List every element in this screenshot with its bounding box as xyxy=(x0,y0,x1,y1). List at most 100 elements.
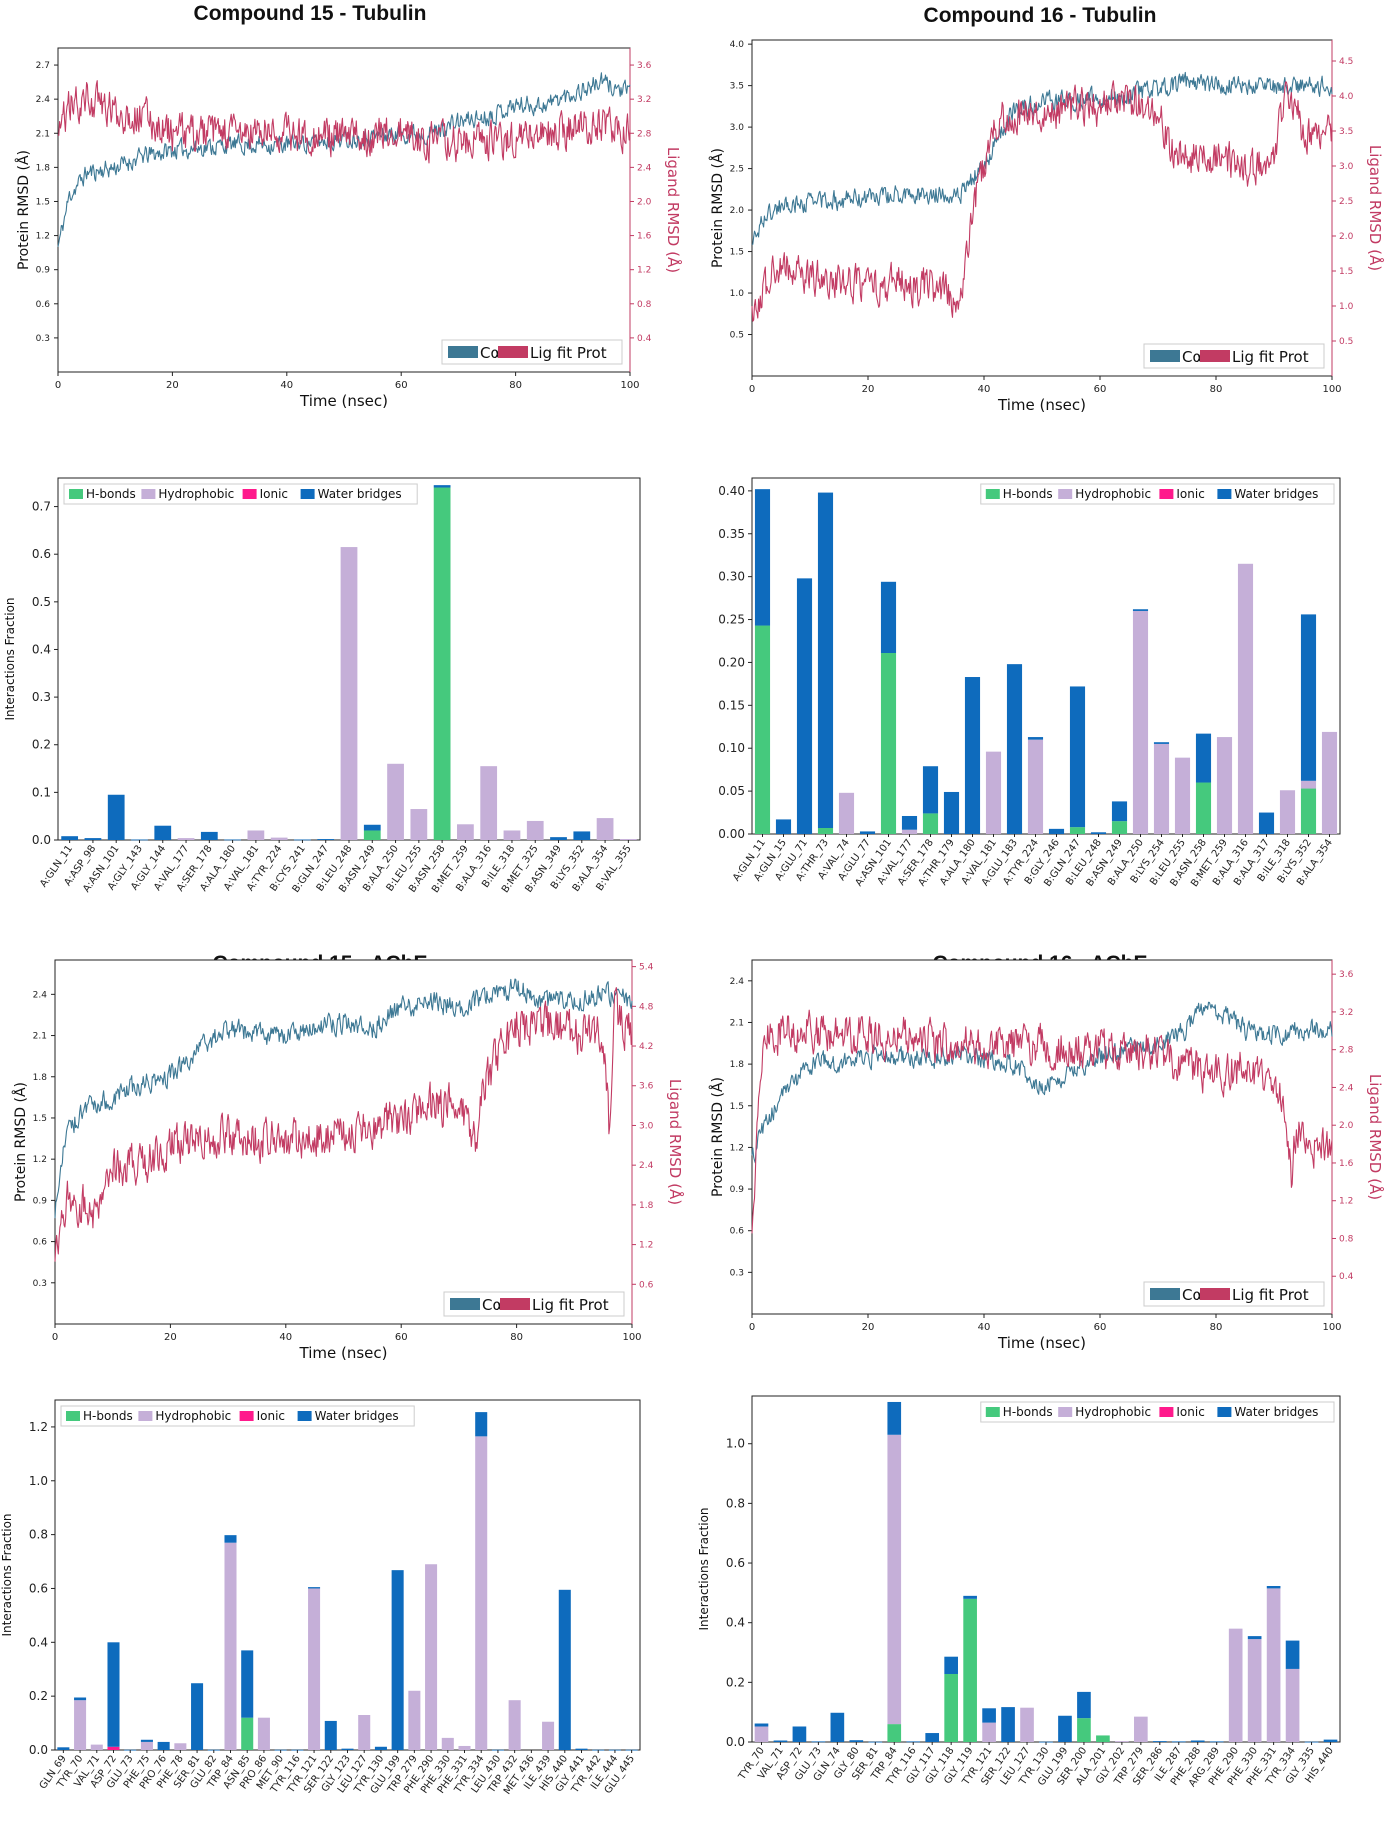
bar-hydrophobic-b-lys-352 xyxy=(1300,780,1317,789)
bar-water-bridges-a-asp-98 xyxy=(84,838,102,840)
bar-hydrophobic-b-ala-250 xyxy=(387,763,404,840)
bar-hydrophobic-b-ala-354 xyxy=(1321,731,1338,834)
legend-label-lig: Lig fit Prot xyxy=(530,344,607,362)
bar-water-bridges-val-71 xyxy=(773,1740,788,1742)
plot-frame xyxy=(751,39,1333,377)
y2-tick-label: 2.4 xyxy=(1339,1083,1354,1093)
interactions-chart-a15: 0.0 0.2 0.4 0.6 0.8 1.0 1.2 Interactions Fracti… xyxy=(0,1399,641,1797)
rmsd-chart-t15: 0 20 40 60 80 100 0.3 0.6 0.9 1.2 1.5 1.8 2.1 2.4 2.7 0… xyxy=(15,47,683,410)
y2-tick-label: 2.5 xyxy=(1339,197,1353,207)
y2-tick-label: 2.0 xyxy=(1339,1121,1354,1131)
y-tick-label: 0.4 xyxy=(29,1635,48,1649)
y-tick-label: 0.0 xyxy=(726,1735,745,1749)
series-line-c xyxy=(751,1001,1333,1164)
legend-swatch-ca xyxy=(448,346,478,358)
legend-swatch-h-bonds xyxy=(985,489,1000,499)
bar-hydrophobic-b-met-325 xyxy=(526,820,544,840)
bar-hydrophobic-leu-127 xyxy=(358,1715,371,1750)
bar-h-bonds-gly-119 xyxy=(963,1598,977,1742)
bar-water-bridges-tyr-130 xyxy=(374,1746,387,1750)
y2-tick-label: 1.6 xyxy=(1339,1159,1354,1169)
interactions-chart-t16: 0.000.050.100.150.200.250.300.350.40A:GL… xyxy=(718,477,1341,889)
y-axis-label: Protein RMSD (Å) xyxy=(15,150,32,270)
y2-tick-label: 3.6 xyxy=(639,1082,654,1092)
rmsd-chart-t16: 0 20 40 60 80 100 0.5 1.0 1.5 2.0 2.5 3.0 3.5 4.0 0.5 1… xyxy=(709,39,1385,414)
x-tick-label: 60 xyxy=(395,1332,408,1343)
bar-hydrophobic-tyr-70 xyxy=(754,1726,769,1742)
y-tick-label: 0.30 xyxy=(718,570,745,584)
x-tick-label: 0 xyxy=(52,1332,58,1343)
bar-water-bridges-tyr-116 xyxy=(906,1741,921,1743)
y-tick-label: 0.0 xyxy=(32,833,51,847)
y-tick-label: 0.15 xyxy=(718,698,745,712)
bar-h-bonds-b-asn-249 xyxy=(1111,821,1128,834)
bar-hydrophobic-a-val-181 xyxy=(985,751,1002,834)
y2-tick-label: 3.2 xyxy=(637,95,651,105)
legend-label-lig: Lig fit Prot xyxy=(1232,348,1309,366)
y2-tick-label: 4.0 xyxy=(1339,92,1354,102)
legend-swatch-water-bridges xyxy=(1217,489,1232,499)
legend-swatch-lig xyxy=(500,1298,530,1310)
rmsd-chart-a16: 0 20 40 60 80 100 0.3 0.6 0.9 1.2 1.5 1.8 2.1 2.4 0.4 0… xyxy=(709,959,1385,1352)
bar-water-bridges-a-gln-11 xyxy=(61,836,79,840)
y-tick-label: 2.1 xyxy=(33,1032,47,1042)
bar-h-bonds-gly-118 xyxy=(944,1673,958,1742)
bar-hydrophobic-a-val-177 xyxy=(901,829,918,834)
bar-hydrophobic-b-ala-316 xyxy=(480,766,498,840)
y-tick-label: 0.6 xyxy=(726,1556,745,1570)
y-tick-label: 0.2 xyxy=(29,1689,48,1703)
x-tick-label: 100 xyxy=(620,380,639,391)
y2-tick-label: 3.5 xyxy=(1339,127,1353,137)
y-tick-label: 0.25 xyxy=(718,613,745,627)
legend-swatch-h-bonds xyxy=(69,489,83,499)
legend-label-ionic: Ionic xyxy=(1176,487,1204,501)
legend-swatch-ionic xyxy=(1159,1407,1174,1417)
y2-tick-label: 5.4 xyxy=(639,963,654,973)
bar-water-bridges-b-asn-258 xyxy=(433,485,451,488)
y2-tick-label: 2.4 xyxy=(639,1161,654,1171)
bar-hydrophobic-b-val-355 xyxy=(619,839,637,840)
bar-hydrophobic-phe-331 xyxy=(458,1745,471,1750)
y-tick-label: 1.0 xyxy=(726,1437,745,1451)
legend-label-hydrophobic: Hydrophobic xyxy=(1075,1405,1151,1419)
bar-hydrophobic-a-tyr-224 xyxy=(270,837,288,840)
bar-h-bonds-ser-200 xyxy=(1077,1718,1091,1742)
y-tick-label: 0.05 xyxy=(718,784,745,798)
legend-label-lig: Lig fit Prot xyxy=(1232,1286,1309,1304)
bar-hydrophobic-tyr-121 xyxy=(982,1722,996,1742)
legend-swatch-ionic xyxy=(1159,489,1174,499)
legend-swatch-hydrophobic xyxy=(1058,1407,1073,1417)
y-tick-label: 2.4 xyxy=(36,95,51,105)
legend-swatch-water-bridges xyxy=(297,1411,312,1421)
bar-h-bonds-b-lys-352 xyxy=(1300,788,1317,834)
y-tick-label: 0.0 xyxy=(29,1743,48,1757)
bar-hydrophobic-phe-331 xyxy=(1266,1588,1281,1742)
y-tick-label: 1.8 xyxy=(33,1073,48,1083)
bar-water-bridges-glu-73 xyxy=(811,1741,826,1743)
bar-water-bridges-b-asn-349 xyxy=(550,837,567,840)
x-tick-label: 80 xyxy=(1210,384,1223,395)
bar-hydrophobic-phe-290 xyxy=(1228,1628,1243,1742)
y-tick-label: 0.8 xyxy=(29,1528,48,1542)
y-axis-label: Interactions Fraction xyxy=(0,1513,14,1636)
bar-water-bridges-a-gln-11 xyxy=(754,489,771,626)
bar-water-bridges-gly-441 xyxy=(575,1748,588,1750)
plot-frame xyxy=(57,47,631,373)
bar-water-bridges-tyr-70 xyxy=(754,1723,769,1727)
y-tick-label: 0.7 xyxy=(32,500,51,514)
bar-water-bridges-gly-80 xyxy=(849,1740,864,1742)
y-tick-label: 0.20 xyxy=(718,655,745,669)
y-tick-label: 3.0 xyxy=(730,123,745,133)
bar-water-bridges-a-glu-183 xyxy=(1006,664,1023,834)
y2-tick-label: 3.6 xyxy=(637,61,652,71)
y-tick-label: 2.0 xyxy=(730,206,745,216)
bar-hydrophobic-phe-290 xyxy=(425,1564,438,1750)
y-tick-label: 0.40 xyxy=(718,484,745,498)
bar-hydrophobic-pro-86 xyxy=(257,1717,270,1750)
x-tick-label: 60 xyxy=(1094,384,1107,395)
bar-hydrophobic-leu-127 xyxy=(1020,1707,1034,1742)
bar-hydrophobic-trp-84 xyxy=(224,1542,237,1750)
y-tick-label: 0.9 xyxy=(36,266,51,276)
bar-water-bridges-gly-123 xyxy=(341,1748,354,1750)
x-tick-label: 20 xyxy=(166,380,179,391)
